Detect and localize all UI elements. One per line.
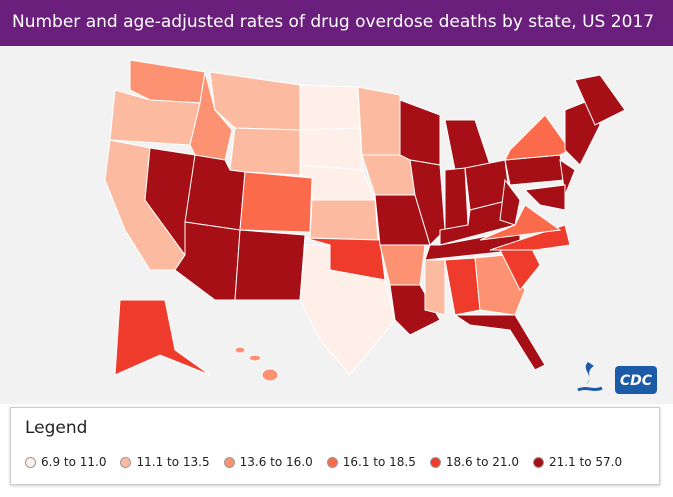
legend-label: 13.6 to 16.0 bbox=[239, 455, 313, 469]
state bbox=[409, 159, 446, 246]
state bbox=[229, 127, 301, 176]
state bbox=[299, 84, 361, 131]
legend-swatch bbox=[429, 456, 441, 468]
legend-label: 6.9 to 11.0 bbox=[41, 455, 107, 469]
legend-label: 18.6 to 21.0 bbox=[445, 455, 519, 469]
legend-swatch bbox=[326, 456, 338, 468]
cdc-logo-text: CDC bbox=[620, 373, 653, 389]
header: Number and age-adjusted rates of drug ov… bbox=[0, 0, 673, 46]
state bbox=[234, 346, 246, 354]
state bbox=[114, 299, 211, 376]
state bbox=[389, 284, 441, 336]
legend-item: 21.1 to 57.0 bbox=[532, 455, 623, 469]
state bbox=[234, 229, 306, 301]
state bbox=[299, 127, 363, 171]
legend-swatch bbox=[25, 456, 36, 468]
legend-item: 16.1 to 18.5 bbox=[326, 455, 416, 469]
state bbox=[261, 368, 279, 382]
state bbox=[523, 184, 566, 211]
legend-swatch bbox=[120, 456, 132, 468]
legend-label: 21.1 to 57.0 bbox=[548, 455, 623, 469]
state bbox=[424, 259, 446, 316]
hhs-logo bbox=[577, 362, 603, 392]
legend-swatch bbox=[223, 456, 235, 468]
map: CDC bbox=[0, 46, 673, 404]
legend-item: 11.1 to 13.5 bbox=[120, 455, 210, 469]
state bbox=[248, 354, 262, 362]
state bbox=[574, 74, 626, 126]
legend-title: Legend bbox=[25, 418, 88, 438]
state bbox=[239, 171, 313, 233]
title: Number and age-adjusted rates of drug ov… bbox=[12, 12, 655, 32]
state bbox=[504, 114, 571, 161]
state bbox=[357, 86, 401, 156]
legend-items: 6.9 to 11.0 11.1 to 13.5 13.6 to 16.0 16.1 … bbox=[25, 455, 622, 469]
state bbox=[453, 314, 546, 371]
cdc-logo bbox=[615, 366, 657, 394]
legend-item: 18.6 to 21.0 bbox=[429, 455, 519, 469]
state bbox=[499, 178, 521, 226]
state bbox=[309, 199, 379, 241]
state bbox=[479, 204, 562, 241]
legend-label: 16.1 to 18.5 bbox=[342, 455, 416, 469]
legend-item: 6.9 to 11.0 bbox=[25, 455, 106, 469]
legend-label: 11.1 to 13.5 bbox=[136, 455, 210, 469]
legend: Legend 6.9 to 11.0 11.1 to 13.5 13.6 to 16… bbox=[10, 407, 660, 485]
legend-swatch bbox=[532, 456, 544, 468]
state bbox=[444, 167, 469, 231]
legend-item: 13.6 to 16.0 bbox=[223, 455, 313, 469]
